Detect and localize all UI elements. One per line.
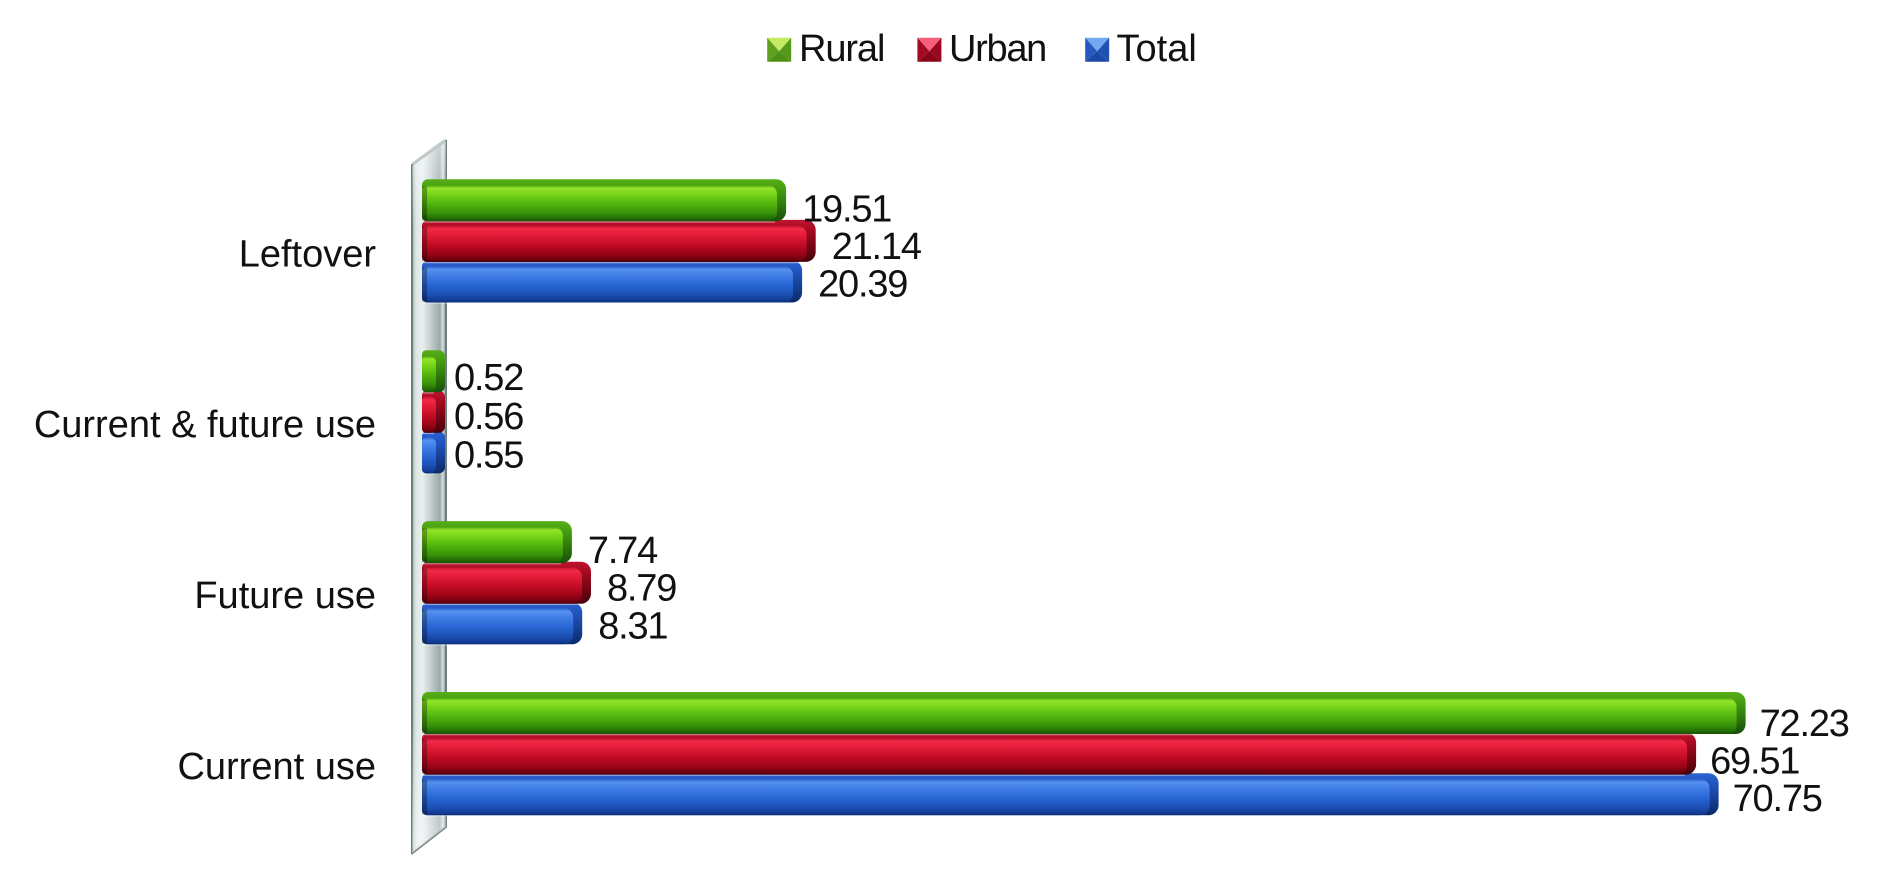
- svg-text:70.75: 70.75: [1733, 778, 1822, 820]
- svg-text:Leftover: Leftover: [239, 233, 377, 275]
- svg-text:8.31: 8.31: [598, 605, 667, 647]
- svg-text:Rural: Rural: [799, 28, 884, 70]
- svg-text:0.52: 0.52: [454, 357, 523, 399]
- svg-text:72.23: 72.23: [1760, 703, 1849, 745]
- svg-text:Future use: Future use: [194, 575, 376, 617]
- svg-text:0.55: 0.55: [454, 434, 523, 476]
- svg-text:Current use: Current use: [177, 746, 376, 788]
- svg-text:7.74: 7.74: [588, 530, 658, 572]
- svg-text:Urban: Urban: [949, 28, 1046, 70]
- svg-text:69.51: 69.51: [1710, 741, 1799, 783]
- svg-text:8.79: 8.79: [607, 568, 676, 610]
- svg-text:Current & future use: Current & future use: [34, 404, 376, 446]
- svg-text:19.51: 19.51: [802, 188, 891, 230]
- svg-text:20.39: 20.39: [818, 264, 907, 306]
- svg-text:0.56: 0.56: [454, 396, 523, 438]
- svg-text:21.14: 21.14: [832, 226, 922, 268]
- svg-text:Total: Total: [1117, 28, 1197, 70]
